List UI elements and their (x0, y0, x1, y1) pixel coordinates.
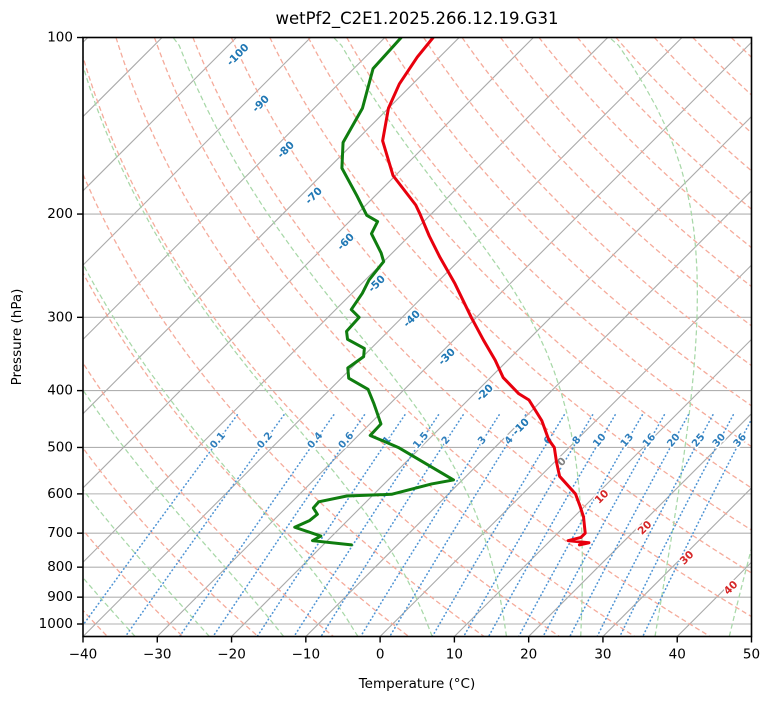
y-tick-label: 900 (47, 589, 73, 605)
x-tick-label: 50 (743, 647, 760, 663)
y-tick-label: 100 (47, 30, 73, 46)
chart-title: wetPf2_C2E1.2025.266.12.19.G31 (275, 9, 559, 28)
dewpoint-curve (293, 37, 455, 547)
x-tick-label: 40 (669, 647, 686, 663)
x-tick-label: −40 (69, 647, 98, 663)
x-axis-label: Temperature (°C) (358, 676, 476, 692)
svg-text:30: 30 (678, 549, 697, 568)
y-tick-label: 300 (47, 309, 73, 325)
svg-text:4: 4 (503, 434, 516, 446)
y-tick-label: 200 (47, 206, 73, 222)
x-tick-label: 0 (376, 647, 385, 663)
y-tick-label: 800 (47, 559, 73, 575)
svg-text:-60: -60 (335, 231, 357, 253)
svg-text:-70: -70 (303, 185, 325, 207)
x-tick-label: −30 (143, 647, 172, 663)
svg-text:-80: -80 (275, 139, 297, 161)
svg-text:10: 10 (593, 488, 612, 507)
x-tick-label: 20 (520, 647, 537, 663)
y-tick-label: 600 (47, 486, 73, 502)
svg-text:20: 20 (636, 519, 655, 538)
x-tick-label: −20 (217, 647, 246, 663)
x-tick-label: 10 (446, 647, 463, 663)
svg-text:-40: -40 (401, 308, 423, 330)
temperature-curve (381, 37, 591, 547)
svg-text:8: 8 (571, 434, 584, 446)
y-tick-label: 400 (47, 383, 73, 399)
x-tick-label: −10 (292, 647, 321, 663)
y-tick-label: 1000 (39, 616, 73, 632)
svg-text:3: 3 (476, 434, 489, 446)
svg-text:-30: -30 (436, 346, 458, 368)
y-tick-label: 700 (47, 525, 73, 541)
x-tick-label: 30 (594, 647, 611, 663)
y-tick-label: 500 (47, 439, 73, 455)
svg-text:-20: -20 (474, 382, 496, 404)
svg-text:40: 40 (722, 579, 741, 598)
